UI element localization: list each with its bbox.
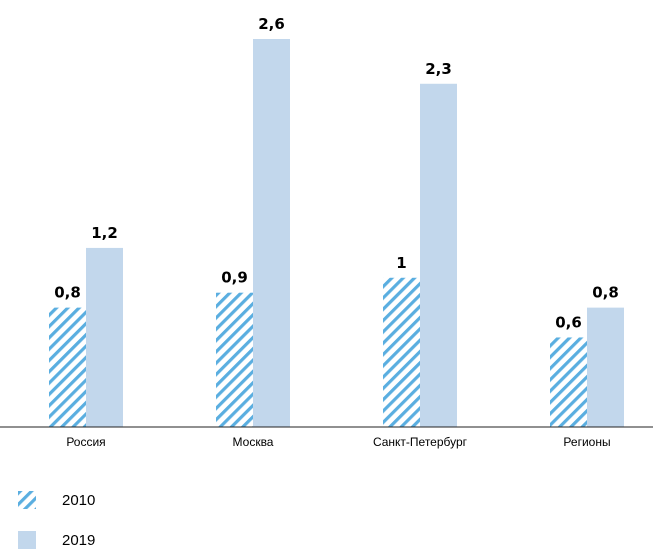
category-label: Москва (233, 435, 274, 449)
bar-2019-0 (86, 247, 123, 427)
value-label: 0,6 (555, 313, 582, 331)
category-label: Регионы (563, 435, 610, 449)
bar-2010-0 (49, 307, 86, 427)
legend-label: 2019 (62, 532, 95, 549)
bar-2010-2 (383, 277, 420, 427)
bar-2010-1 (216, 292, 253, 427)
legend-swatch-2010 (18, 491, 36, 509)
category-labels-group: Россия Москва Санкт-Петербург Регионы (66, 435, 610, 449)
legend-label: 2010 (62, 492, 95, 509)
value-label: 2,6 (258, 15, 285, 33)
value-label: 0,8 (54, 284, 81, 302)
bar-2019-2 (420, 83, 457, 428)
value-label: 0,8 (592, 284, 619, 302)
value-label: 1,2 (91, 224, 118, 242)
legend-swatch-2019 (18, 531, 36, 549)
value-labels-group: 0,8 1,2 0,9 2,6 1 2,3 0,6 0,8 (54, 15, 619, 331)
bar-2019-1 (253, 39, 290, 427)
bar-2019-3 (587, 307, 624, 427)
legend: 2010 2019 (18, 491, 95, 549)
value-label: 1 (396, 254, 406, 272)
bars-group (49, 39, 624, 428)
value-label: 2,3 (425, 60, 452, 78)
category-label: Санкт-Петербург (373, 435, 468, 449)
bar-2010-3 (550, 337, 587, 427)
category-label: Россия (66, 435, 105, 449)
value-label: 0,9 (221, 269, 248, 287)
